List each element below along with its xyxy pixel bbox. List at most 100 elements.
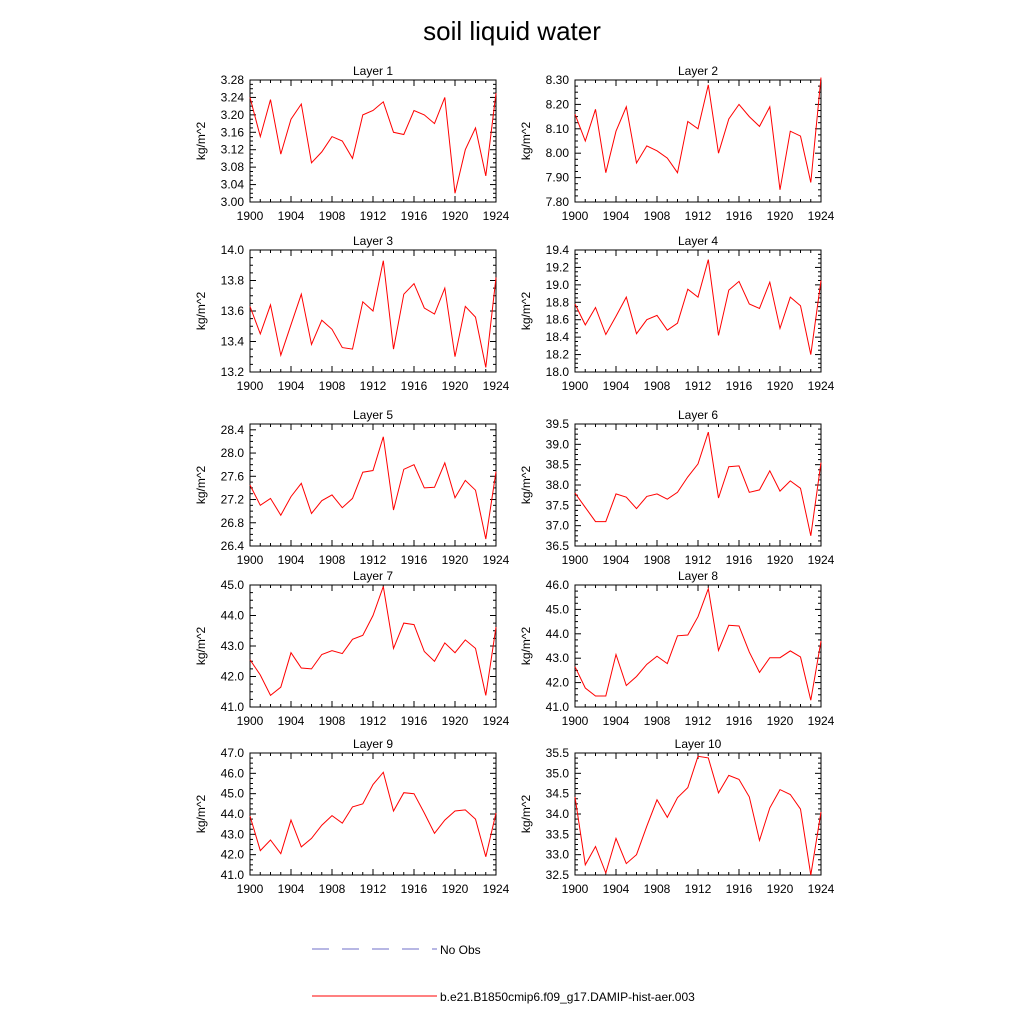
panel-layer-4-ytick-label: 19.2 — [546, 260, 570, 274]
panel-layer-8-ytick-label: 45.0 — [546, 602, 570, 616]
panel-layer-9-ytick-label: 46.0 — [221, 766, 245, 780]
panel-layer-8-frame — [574, 584, 822, 708]
panel-layer-3-ytick-label: 13.6 — [221, 304, 245, 318]
panel-layer-5: Layer 5 kg/m^2 1900 1904 1908 1912 1916 1920 192… — [194, 408, 510, 567]
panel-layer-8-xtick-label: 1912 — [685, 714, 712, 728]
panel-layer-3-ytick-label: 13.2 — [221, 365, 245, 379]
panel-layer-6-xtick-label: 1904 — [603, 553, 630, 567]
panel-layer-10-xtick-label: 1908 — [644, 882, 671, 896]
panel-layer-3-xtick-label: 1904 — [278, 379, 305, 393]
panel-layer-6-series-line — [574, 431, 822, 536]
panel-layer-10-ylabel: kg/m^2 — [519, 795, 533, 834]
panel-layer-10-ytick-label: 32.5 — [546, 868, 570, 882]
panel-layer-1: Layer 1 kg/m^2 1900 1904 1908 1912 1916 1920 192… — [194, 64, 510, 223]
panel-layer-6-ytick-label: 38.0 — [546, 478, 570, 492]
panel-layer-3-xtick-label: 1920 — [442, 379, 469, 393]
panel-layer-8-xtick-label: 1904 — [603, 714, 630, 728]
panel-layer-9-xtick-label: 1904 — [278, 882, 305, 896]
panel-layer-4-xtick-label: 1904 — [603, 379, 630, 393]
panel-layer-1-xtick-label: 1908 — [319, 209, 346, 223]
panel-layer-8-xtick-label: 1920 — [767, 714, 794, 728]
panel-layer-6-xtick-label: 1916 — [726, 553, 753, 567]
panel-layer-1-ytick-label: 3.20 — [221, 108, 245, 122]
panel-layer-1-xtick-label: 1924 — [483, 209, 510, 223]
panel-layer-2-ytick-label: 7.80 — [546, 195, 570, 209]
figure-title: soil liquid water — [423, 16, 601, 46]
panel-layer-4-xtick-label: 1900 — [562, 379, 589, 393]
panel-layer-8-series-line — [574, 586, 822, 701]
panel-layer-4-frame — [574, 249, 822, 373]
panel-layer-2-frame — [574, 79, 822, 203]
panel-layer-5-ytick-label: 27.6 — [221, 469, 245, 483]
panel-layer-7-xtick-label: 1924 — [483, 714, 510, 728]
panel-layer-3: Layer 3 kg/m^2 1900 1904 1908 1912 1916 1920 192… — [194, 234, 510, 393]
legend-model-label: b.e21.B1850cmip6.f09_g17.DAMIP-hist-aer.… — [440, 990, 695, 1004]
panel-layer-6-ylabel: kg/m^2 — [519, 466, 533, 505]
panel-layer-4-title: Layer 4 — [678, 234, 718, 248]
panel-layer-5-xtick-label: 1904 — [278, 553, 305, 567]
panel-layer-9: Layer 9 kg/m^2 1900 1904 1908 1912 1916 1920 192… — [194, 737, 510, 896]
panel-layer-9-ytick-label: 41.0 — [221, 868, 245, 882]
panel-layer-4-xtick-label: 1912 — [685, 379, 712, 393]
panel-layer-10-xtick-label: 1924 — [808, 882, 835, 896]
panel-layer-5-ytick-label: 28.0 — [221, 446, 245, 460]
panel-layer-1-xtick-label: 1900 — [237, 209, 264, 223]
panel-layer-4-ytick-label: 19.0 — [546, 278, 570, 292]
panel-layer-4-ytick-label: 18.6 — [546, 313, 570, 327]
panel-layer-7-xtick-label: 1904 — [278, 714, 305, 728]
panel-layer-2-series-line — [574, 77, 822, 190]
panel-layer-6-frame — [574, 423, 822, 547]
panel-layer-7-series-line — [249, 586, 497, 697]
panel-layer-3-xtick-label: 1916 — [401, 379, 428, 393]
panel-layer-5-ytick-label: 27.2 — [221, 493, 245, 507]
panel-layer-9-ytick-label: 42.0 — [221, 848, 245, 862]
panel-layer-10: Layer 10 kg/m^2 1900 1904 1908 1912 1916 1920 19… — [519, 737, 835, 896]
panel-layer-9-xtick-label: 1916 — [401, 882, 428, 896]
panel-layer-2: Layer 2 kg/m^2 1900 1904 1908 1912 1916 1920 192… — [519, 64, 835, 223]
panel-layer-8-ylabel: kg/m^2 — [519, 627, 533, 666]
panel-layer-10-series-line — [574, 755, 822, 876]
panel-layer-7-ytick-label: 41.0 — [221, 700, 245, 714]
panel-layer-1-ytick-label: 3.00 — [221, 195, 245, 209]
panel-layer-2-ytick-label: 7.90 — [546, 171, 570, 185]
panel-layer-1-ytick-label: 3.08 — [221, 160, 245, 174]
panel-layer-10-xtick-label: 1900 — [562, 882, 589, 896]
panel-layer-9-ytick-label: 44.0 — [221, 807, 245, 821]
panel-layer-8-ytick-label: 44.0 — [546, 627, 570, 641]
panel-layer-6-ytick-label: 39.0 — [546, 437, 570, 451]
panel-layer-5-ytick-label: 26.8 — [221, 516, 245, 530]
panel-layer-8-ytick-label: 43.0 — [546, 651, 570, 665]
panel-layer-7-xtick-label: 1900 — [237, 714, 264, 728]
panel-layer-1-ytick-label: 3.04 — [221, 178, 245, 192]
panel-layer-6: Layer 6 kg/m^2 1900 1904 1908 1912 1916 1920 192… — [519, 408, 835, 567]
panel-layer-10-ytick-label: 33.5 — [546, 827, 570, 841]
panel-layer-2-xtick-label: 1908 — [644, 209, 671, 223]
panel-layer-9-ytick-label: 43.0 — [221, 827, 245, 841]
panel-layer-10-ytick-label: 34.5 — [546, 787, 570, 801]
panel-layer-5-xtick-label: 1912 — [360, 553, 387, 567]
panel-layer-9-xtick-label: 1912 — [360, 882, 387, 896]
panel-layer-6-xtick-label: 1900 — [562, 553, 589, 567]
panel-layer-1-ytick-label: 3.16 — [221, 125, 245, 139]
panel-layer-3-xtick-label: 1912 — [360, 379, 387, 393]
panel-layer-10-xtick-label: 1920 — [767, 882, 794, 896]
panel-layer-5-ylabel: kg/m^2 — [194, 466, 208, 505]
panel-layer-1-xtick-label: 1912 — [360, 209, 387, 223]
panel-layer-9-title: Layer 9 — [353, 737, 393, 751]
panel-layer-9-frame — [249, 752, 497, 876]
panel-layer-7-xtick-label: 1908 — [319, 714, 346, 728]
panel-layer-9-xtick-label: 1908 — [319, 882, 346, 896]
panel-layer-2-xtick-label: 1900 — [562, 209, 589, 223]
panel-layer-5-frame — [249, 423, 497, 547]
panel-layer-10-xtick-label: 1912 — [685, 882, 712, 896]
panel-layer-3-ytick-label: 13.8 — [221, 274, 245, 288]
panel-layer-6-xtick-label: 1908 — [644, 553, 671, 567]
panel-layer-7-title: Layer 7 — [353, 569, 393, 583]
panel-layer-9-xtick-label: 1920 — [442, 882, 469, 896]
panel-layer-2-xtick-label: 1912 — [685, 209, 712, 223]
panel-layer-3-xtick-label: 1924 — [483, 379, 510, 393]
panel-layer-1-ytick-label: 3.28 — [221, 73, 245, 87]
panel-layer-7-ytick-label: 43.0 — [221, 639, 245, 653]
panel-layer-6-ytick-label: 37.5 — [546, 498, 570, 512]
